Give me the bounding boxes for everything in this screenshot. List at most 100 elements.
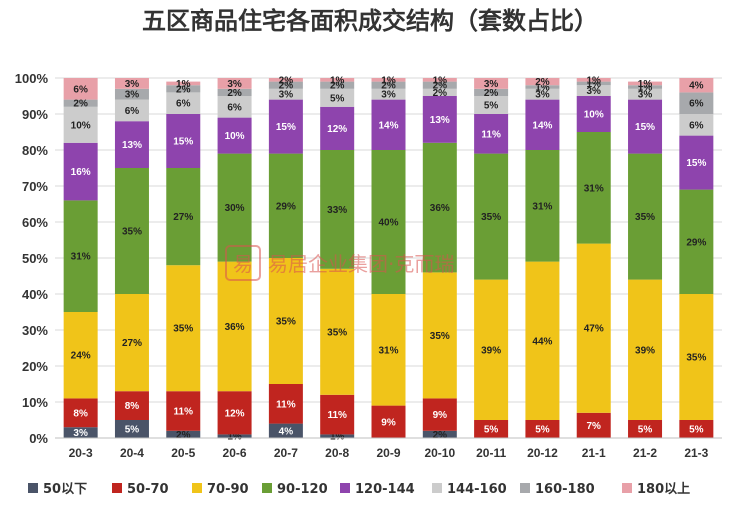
data-label: 6% — [689, 99, 704, 110]
bar-segment — [628, 279, 663, 420]
bar-segment — [525, 85, 560, 89]
y-tick-label: 30% — [22, 323, 48, 338]
y-tick-label: 40% — [22, 287, 48, 302]
data-label: 11% — [174, 407, 194, 418]
data-label: 12% — [327, 124, 347, 135]
data-label: 1% — [587, 75, 602, 86]
bar-segment — [217, 117, 252, 154]
bar-segment — [114, 391, 149, 420]
bar-segment — [268, 81, 303, 89]
bar-segment — [63, 99, 98, 107]
data-label: 15% — [686, 158, 706, 169]
bar-segment — [63, 106, 98, 143]
data-label: 3% — [279, 90, 294, 101]
legend-label: 180以上 — [637, 482, 690, 497]
data-label: 9% — [433, 410, 448, 421]
bar-segment — [576, 78, 611, 82]
x-tick-label: 21-1 — [582, 446, 606, 460]
legend-label: 160-180 — [535, 482, 595, 497]
bar-segment — [63, 200, 98, 312]
bar-segment — [114, 121, 149, 168]
bar-segment — [576, 85, 611, 96]
bar-segment — [114, 88, 149, 100]
bar-segment — [371, 150, 406, 294]
bar-segment — [525, 99, 560, 150]
data-label: 27% — [173, 212, 193, 223]
data-label: 2% — [381, 81, 396, 92]
bar-segment — [474, 88, 509, 96]
bar-segment — [679, 92, 714, 114]
data-label: 3% — [73, 428, 88, 439]
data-label: 5% — [484, 101, 499, 112]
data-label: 14% — [532, 120, 552, 131]
data-label: 4% — [689, 81, 704, 92]
bar-segment — [166, 265, 201, 392]
chart-title: 五区商品住宅各面积成交结构（套数占比） — [142, 7, 598, 35]
bar-segment — [576, 96, 611, 132]
data-label: 11% — [481, 129, 501, 140]
bar-segment — [114, 420, 149, 438]
data-label: 6% — [176, 99, 191, 110]
data-label: 1% — [638, 83, 653, 94]
data-label: 3% — [535, 90, 550, 101]
bar-segment — [166, 85, 201, 93]
legend: 50以下 50-70 70-90 90-120 120-144 144-160 160-18… — [28, 482, 690, 497]
bar-segment — [679, 114, 714, 136]
x-tick-label: 20-5 — [171, 446, 195, 460]
bar-segment — [371, 78, 406, 82]
data-label: 1% — [330, 432, 345, 443]
data-label: 31% — [532, 201, 552, 212]
legend-swatch — [432, 483, 442, 493]
data-label: 36% — [430, 203, 450, 214]
data-label: 1% — [381, 75, 396, 86]
y-tick-label: 50% — [22, 251, 48, 266]
x-tick-label: 20-6 — [223, 446, 247, 460]
legend-label: 120-144 — [355, 482, 415, 497]
bar-segment — [422, 142, 457, 273]
data-label: 1% — [227, 432, 242, 443]
data-label: 36% — [225, 322, 245, 333]
bar-segment — [320, 434, 355, 438]
y-tick-label: 100% — [15, 71, 49, 86]
data-label: 10% — [225, 131, 245, 142]
data-label: 2% — [433, 81, 448, 92]
bar-segment — [371, 294, 406, 406]
bar-segment — [217, 88, 252, 96]
data-label: 1% — [587, 79, 602, 90]
data-label: 29% — [686, 237, 706, 248]
data-label: 47% — [584, 324, 604, 335]
data-label: 6% — [125, 106, 140, 117]
bar-segment — [268, 153, 303, 258]
bar-segment — [268, 88, 303, 100]
y-tick-label: 60% — [22, 215, 48, 230]
data-label: 24% — [71, 351, 91, 362]
data-label: 1% — [176, 79, 191, 90]
legend-swatch — [28, 483, 38, 493]
bar-segment — [679, 135, 714, 190]
data-label: 35% — [173, 324, 193, 335]
y-tick-label: 90% — [22, 107, 48, 122]
watermark-text: 易居企业集团·克而瑞 — [268, 252, 454, 276]
data-label: 39% — [481, 345, 501, 356]
data-label: 15% — [276, 122, 296, 133]
x-tick-label: 21-3 — [684, 446, 708, 460]
data-label: 33% — [327, 205, 347, 216]
data-label: 3% — [587, 86, 602, 97]
data-label: 31% — [378, 345, 398, 356]
data-label: 35% — [430, 331, 450, 342]
y-tick-label: 10% — [22, 395, 48, 410]
bar-segment — [576, 243, 611, 413]
x-tick-label: 20-3 — [69, 446, 93, 460]
y-tick-label: 20% — [22, 359, 48, 374]
data-label: 9% — [381, 417, 396, 428]
data-label: 5% — [535, 425, 550, 436]
data-label: 2% — [330, 81, 345, 92]
bar-segment — [474, 78, 509, 89]
y-tick-label: 80% — [22, 143, 48, 158]
data-label: 13% — [430, 115, 450, 126]
watermark-logo-icon: 易 — [233, 252, 253, 276]
bar-segment — [217, 153, 252, 262]
bar-segment — [166, 168, 201, 266]
data-label: 2% — [227, 88, 242, 99]
